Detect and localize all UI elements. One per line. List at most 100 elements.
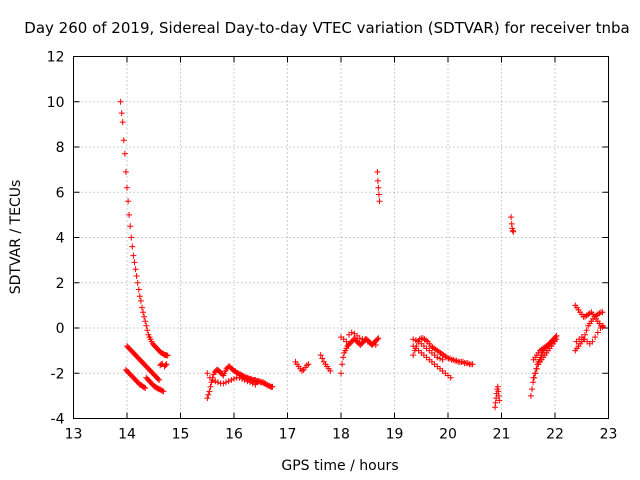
y-tick-label: -4 [51,412,65,428]
data-point [160,388,167,395]
data-point [207,383,214,390]
data-point [156,377,163,383]
y-tick-label: 0 [56,321,65,337]
data-point [155,375,161,382]
data-point [469,361,476,368]
chart-title: Day 260 of 2019, Sidereal Day-to-day VTE… [24,19,629,37]
series-arc-14-mid [124,343,166,383]
data-point [231,375,237,382]
data-point [495,392,502,399]
series-arc-18-b [338,329,379,348]
data-point [144,327,151,334]
series-arc-early-decay [117,98,171,359]
data-point [120,137,127,144]
data-point [127,223,134,230]
data-point [124,184,130,191]
data-point [529,386,535,393]
y-tick-label: 12 [47,50,65,66]
data-point [437,355,443,362]
data-point [348,329,355,336]
series-arc-15-16 [204,363,276,402]
data-point [164,352,171,359]
x-tick-labels: 13 14 15 16 17 18 19 20 21 22 23 [65,427,618,443]
data-point [132,266,139,273]
data-point [129,243,136,250]
data-points [117,98,607,411]
y-tick-label: 6 [56,185,65,201]
data-point [133,273,140,279]
data-point [209,377,216,383]
data-point [434,354,441,361]
x-tick-label: 19 [386,427,404,443]
data-point [356,335,363,342]
data-point [410,336,417,343]
x-tick-label: 17 [279,427,297,443]
series-arc-17-a [292,358,312,374]
data-point [122,168,129,175]
data-point [527,392,534,399]
data-point [362,337,369,344]
data-point [228,377,235,383]
grid-lines [73,56,609,419]
data-point [376,198,383,205]
x-tick-label: 21 [493,427,511,443]
data-point [143,322,150,329]
data-point [135,286,142,293]
data-point [439,356,446,363]
data-point [508,214,515,221]
data-point [141,384,148,391]
data-point [130,252,137,259]
data-point [236,374,243,381]
series-arc-19-20-c [410,336,446,363]
data-point [137,297,144,304]
data-point [121,150,128,157]
data-point [376,191,382,198]
series-arc-22-23-c [573,322,607,347]
data-point [340,354,347,361]
data-point [239,375,245,382]
data-point [533,365,540,372]
axis-ticks [73,56,609,419]
y-tick-label: 8 [56,140,65,156]
data-point [244,378,251,385]
data-point [225,378,232,385]
data-point [600,322,607,329]
data-point [551,337,558,344]
data-point [162,362,169,369]
data-point [370,340,377,347]
data-point [364,338,371,345]
x-tick-label: 14 [118,427,136,443]
data-point [131,259,138,266]
data-point [594,329,601,336]
data-point [343,338,350,345]
data-point [496,397,503,404]
y-tick-label: 10 [47,95,65,111]
data-point [139,304,145,311]
data-point [117,98,124,105]
x-tick-label: 18 [332,427,350,443]
data-point [119,119,126,126]
data-point [142,385,149,391]
data-point [125,198,132,205]
data-point [204,395,211,402]
data-point [532,370,539,377]
data-point [372,342,379,348]
data-point [142,318,149,325]
series-arc-18-spike [374,168,383,205]
data-point [589,338,596,345]
data-point [159,360,166,367]
data-point [339,361,346,368]
data-point [141,313,148,320]
data-point [205,391,212,398]
y-tick-label: 2 [56,276,65,292]
data-point [128,234,135,241]
series-arc-15-16-b [204,370,259,388]
data-point [118,110,125,117]
data-point [319,355,326,362]
data-point [269,383,276,390]
data-point [206,388,213,395]
series-arc-21-22-c [530,337,558,363]
data-point [220,380,227,387]
x-axis-label: GPS time / hours [281,458,398,474]
